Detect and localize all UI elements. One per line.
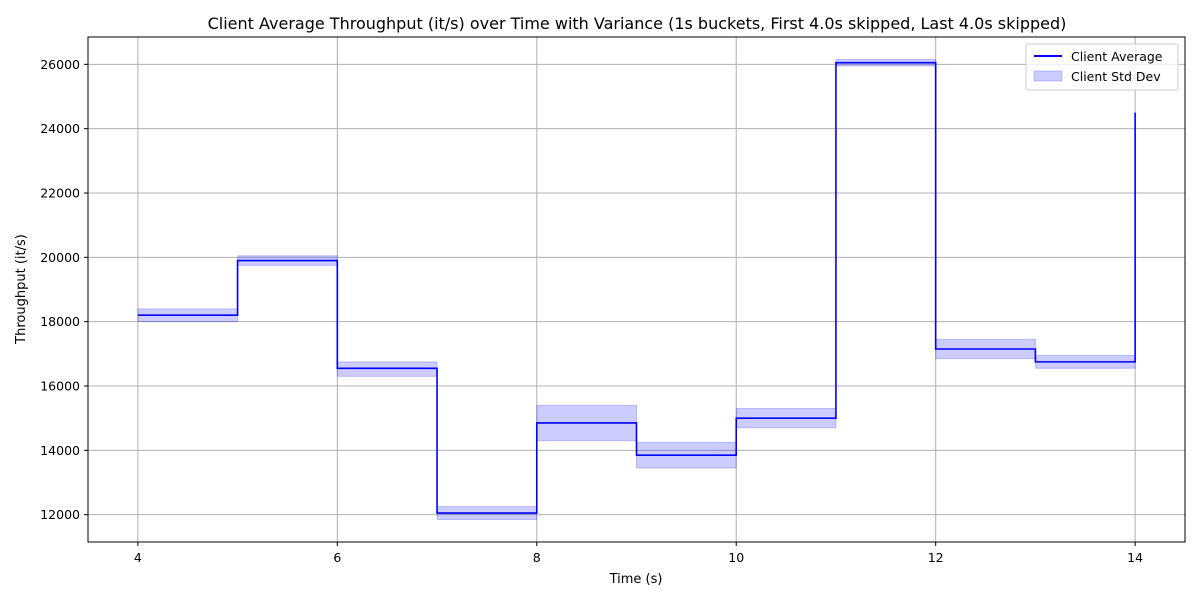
legend: Client Average Client Std Dev (1025, 43, 1179, 91)
std-dev-segment (336, 361, 438, 377)
y-tick-label: 12000 (40, 507, 80, 522)
legend-band-swatch (1033, 70, 1063, 82)
x-axis-label: Time (s) (609, 572, 663, 587)
y-tick-label: 16000 (40, 378, 80, 393)
x-axis: 4 6 8 10 12 14 (134, 542, 1143, 565)
y-tick-label: 22000 (40, 186, 80, 201)
x-tick-label: 12 (928, 550, 944, 565)
legend-box (1025, 43, 1179, 91)
y-axis: 12000 14000 16000 18000 20000 22000 24000 26000 (40, 57, 88, 522)
x-tick-label: 4 (134, 550, 142, 565)
chart-title: Client Average Throughput (it/s) over Ti… (208, 14, 1067, 33)
y-tick-label: 26000 (40, 57, 80, 72)
y-tick-label: 14000 (40, 443, 80, 458)
y-axis-label: Throughput (it/s) (14, 234, 29, 345)
y-tick-label: 20000 (40, 250, 80, 265)
x-tick-label: 10 (728, 550, 744, 565)
average-line (137, 61, 1136, 514)
x-tick-label: 6 (333, 550, 341, 565)
x-tick-label: 8 (533, 550, 541, 565)
y-tick-label: 24000 (40, 121, 80, 136)
legend-label-average: Client Average (1071, 49, 1163, 64)
y-tick-label: 18000 (40, 314, 80, 329)
plot-frame (87, 36, 1186, 543)
x-tick-label: 14 (1127, 550, 1143, 565)
legend-label-std-dev: Client Std Dev (1071, 69, 1161, 84)
average-step-line (137, 61, 1136, 514)
